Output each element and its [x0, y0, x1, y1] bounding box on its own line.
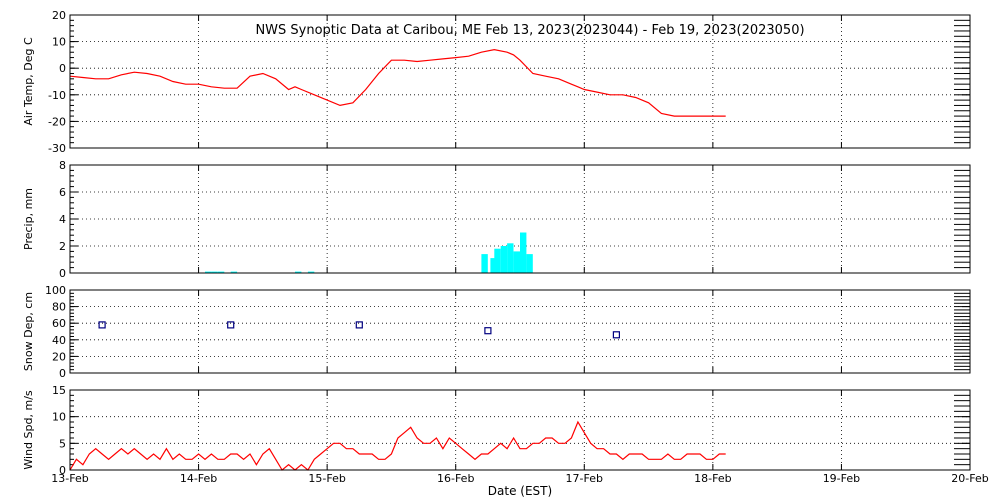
- y-axis-label-snow_depth: Snow Dep, cm: [22, 292, 35, 371]
- series-line-air_temp: [69, 48, 726, 117]
- y-tick-label: 6: [59, 186, 66, 199]
- y-tick-label: 4: [59, 213, 66, 226]
- y-tick-label: -20: [48, 115, 66, 128]
- snow-depth-point: [355, 321, 363, 329]
- y-tick-label: 10: [52, 36, 66, 49]
- y-tick-label: -10: [48, 89, 66, 102]
- x-tick-label: 16-Feb: [437, 472, 474, 485]
- panel-precip: 8 6 4 2 0 Precip, mm: [22, 159, 971, 280]
- y-tick-label: 0: [59, 267, 66, 280]
- panel-wind: 15 10 5 0 Wind Spd, m/s 13-Feb 14-Feb 15-Feb 16-…: [22, 384, 989, 485]
- snow-depth-point: [612, 331, 621, 339]
- x-tick-label: 17-Feb: [566, 472, 603, 485]
- y-tick-label: 2: [59, 240, 66, 253]
- x-axis-label: Date (EST): [488, 484, 552, 498]
- y-tick-label: 10: [52, 411, 66, 424]
- precip-bar: [500, 246, 508, 273]
- precip-bar: [526, 254, 533, 273]
- precip-bar: [205, 271, 212, 274]
- y-tick-label: 0: [59, 62, 66, 75]
- y-tick-label: 100: [45, 284, 66, 297]
- precip-bar: [507, 243, 514, 273]
- panel-frame: [69, 389, 971, 471]
- y-tick-label: 80: [52, 301, 66, 314]
- precip-bar: [211, 271, 218, 274]
- panel-snow_depth: 100 80 60 40 20 0 Snow Dep, cm: [22, 284, 971, 380]
- precip-bar: [520, 232, 527, 273]
- precip-bar: [490, 258, 497, 273]
- y-tick-label: 8: [59, 159, 66, 172]
- precip-bar: [513, 251, 520, 273]
- chart-title: NWS Synoptic Data at Caribou, ME Feb 13,…: [255, 23, 804, 38]
- precip-bar: [295, 271, 302, 274]
- snow-depth-point: [227, 321, 235, 329]
- y-tick-label: 0: [59, 367, 66, 380]
- x-tick-label: 15-Feb: [308, 472, 345, 485]
- precip-bar: [217, 271, 225, 274]
- y-tick-label: -30: [48, 142, 66, 155]
- precip-bar: [307, 271, 315, 274]
- y-tick-label: 5: [59, 437, 66, 450]
- y-tick-label: 20: [52, 350, 66, 363]
- panel-frame: [69, 164, 971, 274]
- y-tick-label: 40: [52, 334, 66, 347]
- panel-frame: [69, 14, 971, 149]
- precip-bar: [481, 254, 488, 273]
- precip-bar: [230, 271, 238, 274]
- precip-bar: [494, 248, 501, 273]
- panel-frame: [69, 289, 971, 374]
- x-tick-label: 13-Feb: [51, 472, 88, 485]
- y-axis-label-precip: Precip, mm: [22, 188, 35, 250]
- y-tick-label: 60: [52, 317, 66, 330]
- snow-depth-point: [484, 327, 492, 335]
- panel-air_temp: 20 10 0 -10 -20 -30 Air Temp, Deg C: [22, 9, 971, 155]
- y-axis-label-wind: Wind Spd, m/s: [22, 390, 35, 470]
- x-tick-label: 18-Feb: [694, 472, 731, 485]
- x-tick-label: 14-Feb: [180, 472, 217, 485]
- y-tick-label: 15: [52, 384, 66, 397]
- y-axis-label-air_temp: Air Temp, Deg C: [22, 37, 35, 126]
- x-tick-label: 19-Feb: [823, 472, 860, 485]
- y-tick-label: 0: [59, 464, 66, 477]
- x-tick-label: 20-Feb: [951, 472, 988, 485]
- y-tick-label: 20: [52, 9, 66, 22]
- snow-depth-point: [98, 321, 106, 329]
